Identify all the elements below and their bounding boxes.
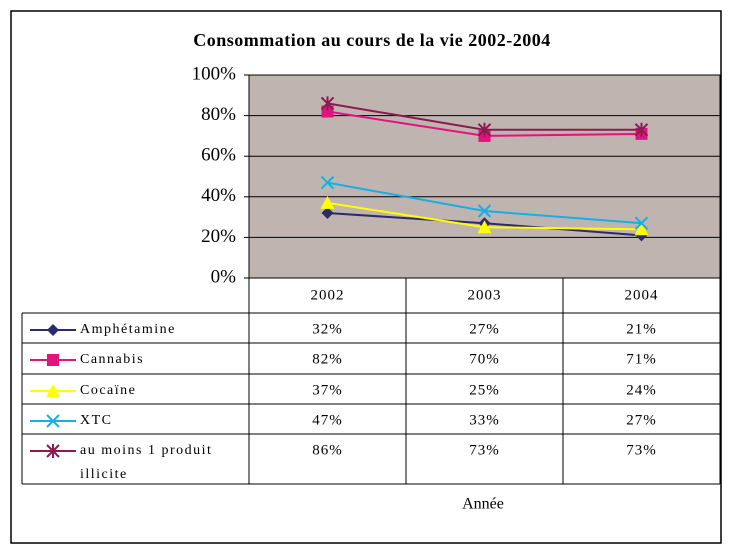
marker <box>634 222 649 236</box>
chart-title: Consommation au cours de la vie 2002-200… <box>193 30 551 50</box>
marker <box>47 354 59 366</box>
data-label: 27% <box>626 412 657 428</box>
y-tick-label: 100% <box>192 63 237 84</box>
data-label: 86% <box>312 442 343 458</box>
y-tick-label: 20% <box>201 226 236 247</box>
marker <box>477 204 492 218</box>
marker <box>634 216 649 230</box>
legend-label: Cocaïne <box>80 383 137 398</box>
y-tick-label: 0% <box>211 266 237 287</box>
marker <box>320 96 335 111</box>
marker <box>321 207 334 220</box>
data-label: 73% <box>469 442 500 458</box>
y-tick-label: 60% <box>201 145 236 166</box>
data-label: 25% <box>469 382 500 398</box>
x-tick-label: 2002 <box>311 287 345 303</box>
legend-label-box: XTC <box>80 413 113 428</box>
y-tick-label: 80% <box>201 104 236 125</box>
legend-label-box: Amphétamine <box>80 322 176 337</box>
marker <box>46 444 60 458</box>
marker <box>321 105 334 118</box>
legend-label-box: Cocaïne <box>80 383 137 398</box>
legend-label-box: Cannabis <box>80 352 145 367</box>
marker <box>47 324 59 336</box>
data-label: 24% <box>626 382 657 398</box>
marker <box>320 195 335 209</box>
data-label: 82% <box>312 351 343 367</box>
data-label: 47% <box>312 412 343 428</box>
data-label: 21% <box>626 321 657 337</box>
marker <box>46 384 60 397</box>
marker <box>320 175 335 190</box>
legend-label: au moins 1 produit illicite <box>80 443 213 482</box>
plot-area <box>248 74 721 279</box>
marker <box>46 414 60 428</box>
y-tick-label: 40% <box>201 185 236 206</box>
data-label: 32% <box>312 321 343 337</box>
data-label: 37% <box>312 382 343 398</box>
legend-label-box: au moins 1 produit illicite <box>80 443 213 482</box>
data-label: 73% <box>626 442 657 458</box>
x-tick-label: 2003 <box>468 287 502 303</box>
data-label: 27% <box>469 321 500 337</box>
legend-label: XTC <box>80 413 113 428</box>
data-label: 33% <box>469 412 500 428</box>
legend-label: Cannabis <box>80 352 145 367</box>
marker <box>477 220 492 234</box>
marker <box>477 122 492 137</box>
legend-label: Amphétamine <box>80 322 176 337</box>
x-tick-label: 2004 <box>625 287 659 303</box>
data-label: 71% <box>626 351 657 367</box>
marker <box>634 122 649 137</box>
x-axis-label: Année <box>462 496 504 513</box>
data-label: 70% <box>469 351 500 367</box>
